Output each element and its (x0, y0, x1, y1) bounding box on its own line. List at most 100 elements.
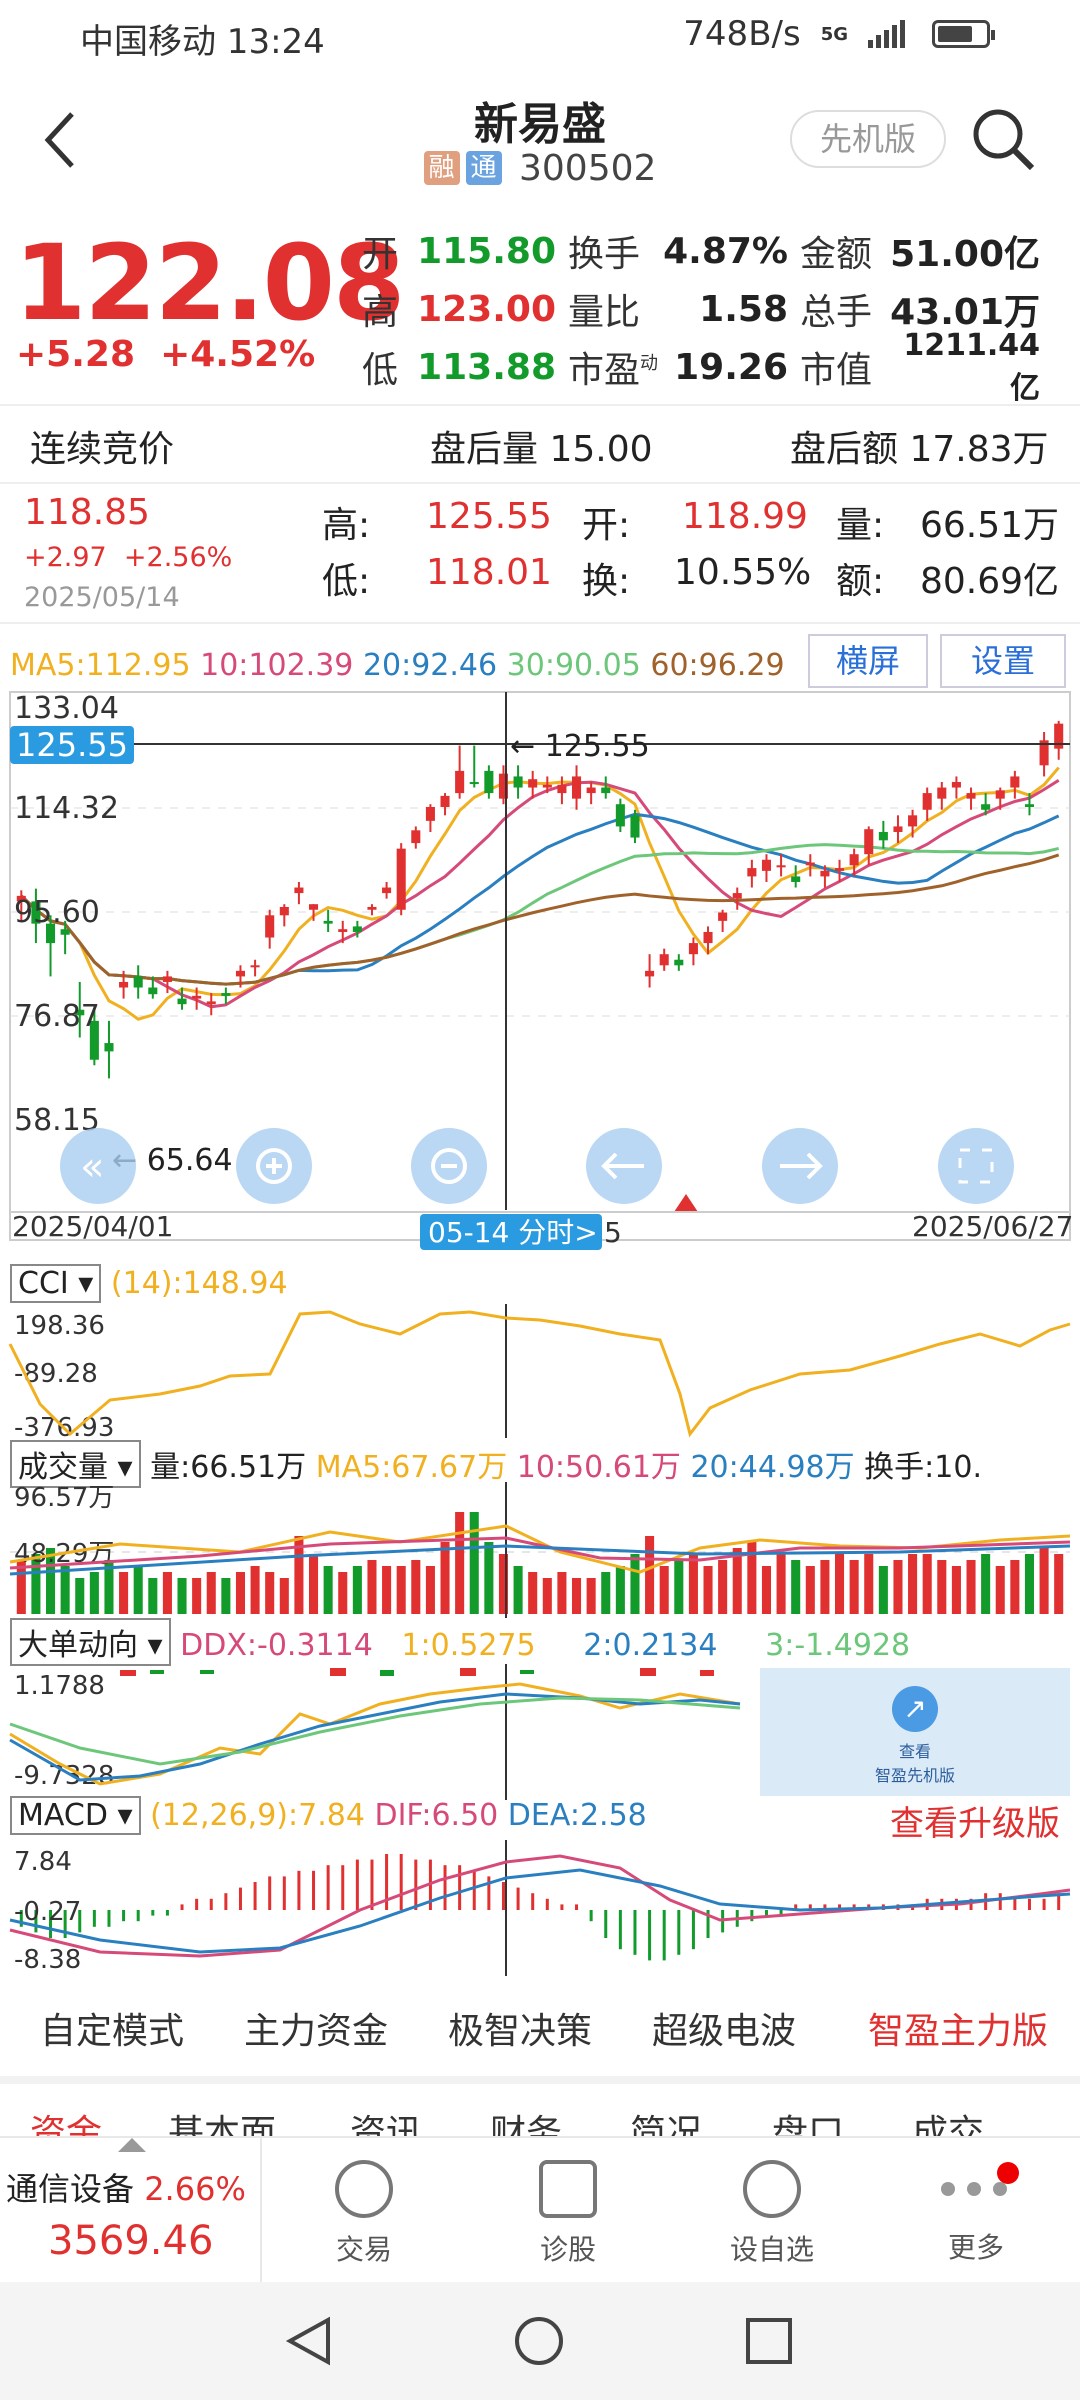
candle (849, 848, 859, 877)
candle (674, 954, 684, 971)
h-amt-value: 80.69亿 (920, 561, 1060, 602)
candle (455, 745, 465, 799)
change-pct: +4.52% (160, 334, 316, 375)
nav-home-icon[interactable] (512, 2314, 566, 2368)
volume-bar (440, 1542, 450, 1614)
macd-selector[interactable]: MACD ▾ (10, 1796, 141, 1835)
pioneer-version-button[interactable]: 先机版 (790, 110, 946, 168)
nav-more[interactable]: 更多 (906, 2138, 1046, 2284)
volume-bar (747, 1542, 757, 1614)
volume-bar (951, 1566, 961, 1614)
ddx-label-top: 1.1788 (14, 1671, 105, 1701)
macd-histogram (19, 1854, 1061, 1961)
pe-label: 市盈动 (568, 350, 659, 391)
kline-y-label: 76.87 (14, 999, 100, 1034)
low-value: 113.88 (417, 346, 556, 388)
intraday-link[interactable] (420, 1214, 602, 1250)
history-change: +2.97 +2.56% (24, 542, 233, 573)
volume-bar (834, 1554, 845, 1614)
candle (60, 920, 70, 955)
mode-super-wave[interactable]: 超级电波 (652, 2011, 797, 2052)
volume-bar (805, 1566, 815, 1614)
vol-ma20-line (9, 1544, 1071, 1576)
macd-label-top: 7.84 (14, 1847, 72, 1877)
h-low-label: 低: (322, 561, 371, 602)
sector-widget[interactable]: 通信设备 2.66% 3569.46 (0, 2138, 262, 2284)
ddx-line-3 (9, 1696, 741, 1766)
ddx-selector[interactable]: 大单动向 ▾ (10, 1618, 171, 1666)
ddx-value: DDX:-0.3114 (180, 1628, 373, 1663)
volume-legend: 成交量 ▾ 量:66.51万 MA5:67.67万 10:50.61万 20:4… (10, 1440, 982, 1488)
tab-overview[interactable]: 简况 (630, 2113, 703, 2136)
ma5-line (20, 766, 1060, 1021)
volume-bar (571, 1578, 582, 1614)
cci-line (8, 1310, 1071, 1438)
volume-bar (148, 1578, 158, 1614)
mode-main-funds[interactable]: 主力资金 (244, 2011, 389, 2052)
candle (177, 987, 187, 1010)
candle (352, 920, 362, 938)
nav-recents-icon[interactable] (742, 2314, 796, 2368)
vol-ratio-value: 1.58 (699, 288, 788, 330)
fullscreen-icon[interactable] (938, 1128, 1014, 1204)
chart-up-icon: ↗ (892, 1686, 938, 1732)
history-date: 2025/05/14 (24, 582, 180, 613)
candle (995, 787, 1005, 810)
nav-trade[interactable]: 交易 (294, 2138, 434, 2284)
mode-premium[interactable]: 智盈主力版 (868, 2011, 1049, 2052)
tab-finance[interactable]: 财务 (490, 2113, 563, 2136)
kline-candles (16, 720, 1064, 1079)
title-bar: 新易盛 融通 300502 先机版 (0, 80, 1080, 200)
volume-bar (338, 1572, 348, 1614)
volume-bar (542, 1578, 552, 1614)
tab-funds[interactable]: 资金 (30, 2113, 103, 2136)
mode-smart-decision[interactable]: 极智决策 (448, 2011, 593, 2052)
macd-params: (12,26,9):7.84 (150, 1798, 365, 1833)
candle (761, 854, 772, 882)
settings-button[interactable]: 设置 (940, 634, 1066, 688)
candle (265, 909, 275, 949)
tab-trades[interactable]: 成交 (912, 2113, 985, 2136)
upgrade-link[interactable]: 查看升级版 (890, 1804, 1060, 1844)
ad-line-2: 智盈先机版 (874, 1766, 955, 1785)
volume-bar (235, 1572, 246, 1614)
vol-ma10-line (9, 1536, 1071, 1570)
intraday-link-label[interactable]: 05-14 分时> (428, 1216, 598, 1249)
cci-value: (14):148.94 (110, 1266, 288, 1301)
vol-ma10: 10:50.61万 (516, 1450, 681, 1485)
cursor-price: 125.55 (16, 726, 128, 764)
candle (893, 815, 903, 844)
open-label: 开 (362, 234, 399, 275)
kline-ma-lines (20, 766, 1060, 1021)
candle (747, 859, 757, 888)
nav-back-icon[interactable] (282, 2314, 336, 2368)
ddx-3: 3:-1.4928 (765, 1628, 911, 1663)
pioneer-ad-banner[interactable]: ↗ 查看 智盈先机版 (760, 1668, 1070, 1796)
ddx-bars (120, 1668, 714, 1676)
ma20-label: 20:92.46 (362, 648, 498, 683)
volume-bar (498, 1554, 509, 1614)
search-icon[interactable] (970, 106, 1036, 172)
tab-news[interactable]: 资讯 (350, 2113, 423, 2136)
h-high-value: 125.55 (426, 496, 552, 537)
landscape-button[interactable]: 横屏 (808, 634, 928, 688)
tab-orderbook[interactable]: 盘口 (772, 2113, 845, 2136)
volume-selector[interactable]: 成交量 ▾ (10, 1440, 141, 1488)
nav-add-watch[interactable]: 设自选 (702, 2138, 842, 2284)
sector-index: 3569.46 (48, 2218, 214, 2264)
mcap-value: 1211.44亿 (903, 327, 1040, 406)
net-speed: 748B/s (683, 14, 801, 54)
tab-fundamentals[interactable]: 基本面 (168, 2113, 277, 2136)
ma10-line (20, 779, 1060, 1009)
stock-name: 新易盛 (474, 99, 606, 150)
back-arrow-icon[interactable] (40, 110, 80, 170)
candle (615, 798, 625, 832)
mode-custom[interactable]: 自定模式 (40, 2011, 185, 2052)
candle (148, 976, 158, 999)
cci-selector[interactable]: CCI ▾ (10, 1264, 102, 1303)
system-navigation-bar (0, 2282, 1080, 2400)
scroll-left-fast-icon[interactable] (60, 1128, 136, 1204)
nav-diagnose[interactable]: 诊股 (498, 2138, 638, 2284)
candle (908, 809, 918, 838)
